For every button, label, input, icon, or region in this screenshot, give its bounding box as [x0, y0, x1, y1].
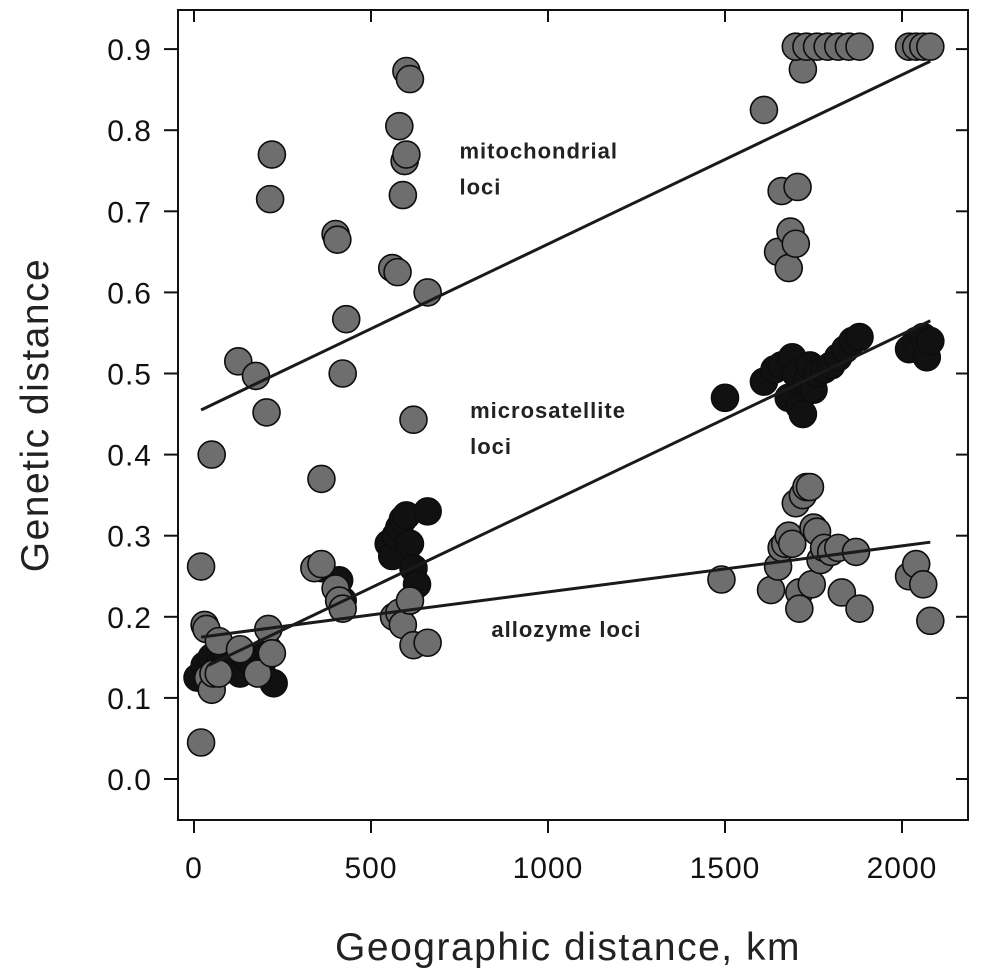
data-point-gray: [908, 570, 938, 599]
data-point-gray: [257, 140, 287, 169]
y-tick-label: 0.5: [107, 359, 152, 392]
annotations: mitochondrial loci microsatellite loci alloz…: [460, 139, 641, 642]
plot-border: [177, 9, 969, 821]
data-point-gray: [385, 111, 414, 141]
data-point-gray: [383, 257, 412, 287]
data-point-gray: [413, 628, 442, 658]
regression-lines: [200, 59, 931, 667]
data-point-gray: [186, 728, 216, 757]
data-point-gray: [749, 95, 779, 125]
series-annotation: microsatellite loci: [470, 398, 626, 459]
regression-line: [207, 319, 931, 667]
data-point-gray: [777, 529, 807, 559]
data-point-gray: [392, 140, 421, 169]
data-point-gray: [331, 304, 361, 334]
data-point-gray: [845, 594, 874, 623]
data-point-gray: [395, 586, 425, 615]
y-tick-label: 0.7: [107, 196, 152, 229]
y-tick-label: 0.3: [107, 521, 152, 554]
data-point-gray: [783, 172, 812, 202]
regression-line: [200, 540, 931, 639]
data-point-gray: [255, 184, 285, 214]
data-point-gray: [785, 594, 814, 623]
data-point-black: [845, 322, 874, 352]
x-tick-label: 1000: [513, 852, 584, 885]
y-tick-label: 0.9: [107, 34, 152, 67]
data-point-gray: [797, 570, 827, 599]
x-tick-label: 500: [344, 852, 397, 885]
x-tick-label: 0: [185, 852, 203, 885]
plot-frame: [177, 9, 969, 821]
data-point-gray: [774, 253, 804, 283]
data-point-gray: [388, 180, 418, 210]
data-point-gray: [795, 472, 825, 502]
regression-line: [200, 59, 931, 412]
data-point-gray: [197, 440, 226, 469]
data-point-gray: [307, 464, 336, 494]
data-point-gray: [252, 398, 281, 427]
y-tick-label: 0.4: [107, 440, 152, 473]
data-point-gray: [707, 565, 736, 594]
x-tick-label: 1500: [690, 852, 761, 885]
y-tick-label: 0.1: [107, 683, 152, 716]
y-tick-label: 0.8: [107, 115, 152, 148]
x-tick-label: 2000: [867, 852, 938, 885]
y-tick-label: 0.6: [107, 277, 152, 310]
data-point-gray: [323, 225, 352, 254]
data-point-black: [413, 497, 442, 526]
data-point-gray: [395, 64, 425, 94]
data-point-gray: [827, 578, 857, 607]
data-point-black: [916, 326, 945, 356]
data-point-black: [788, 399, 818, 429]
data-point-gray: [781, 229, 811, 259]
series-annotation: allozyme loci: [491, 617, 641, 642]
data-point-gray: [845, 32, 874, 61]
data-point-gray: [257, 638, 287, 668]
series-annotation: mitochondrial loci: [460, 139, 618, 200]
x-axis-title: Geographic distance, km: [335, 926, 801, 969]
y-axis-title: Genetic distance: [14, 258, 57, 573]
y-axis: 0.0 0.1 0.2 0.3 0.4 0.5 0.6 0.7 0.8 0.9: [107, 34, 968, 797]
data-point-black: [710, 383, 740, 413]
y-tick-label: 0.0: [107, 764, 152, 797]
data-point-gray: [916, 32, 945, 61]
data-point-gray: [916, 606, 945, 636]
data-point-gray: [399, 405, 428, 435]
data-point-black: [395, 529, 425, 559]
data-point-gray: [243, 659, 273, 688]
data-point-gray: [186, 552, 216, 581]
y-tick-label: 0.2: [107, 602, 152, 635]
data-point-gray: [328, 359, 357, 388]
data-point-gray: [307, 549, 336, 579]
x-axis: 0 500 1000 1500 2000: [185, 10, 938, 885]
data-points: [183, 32, 945, 757]
